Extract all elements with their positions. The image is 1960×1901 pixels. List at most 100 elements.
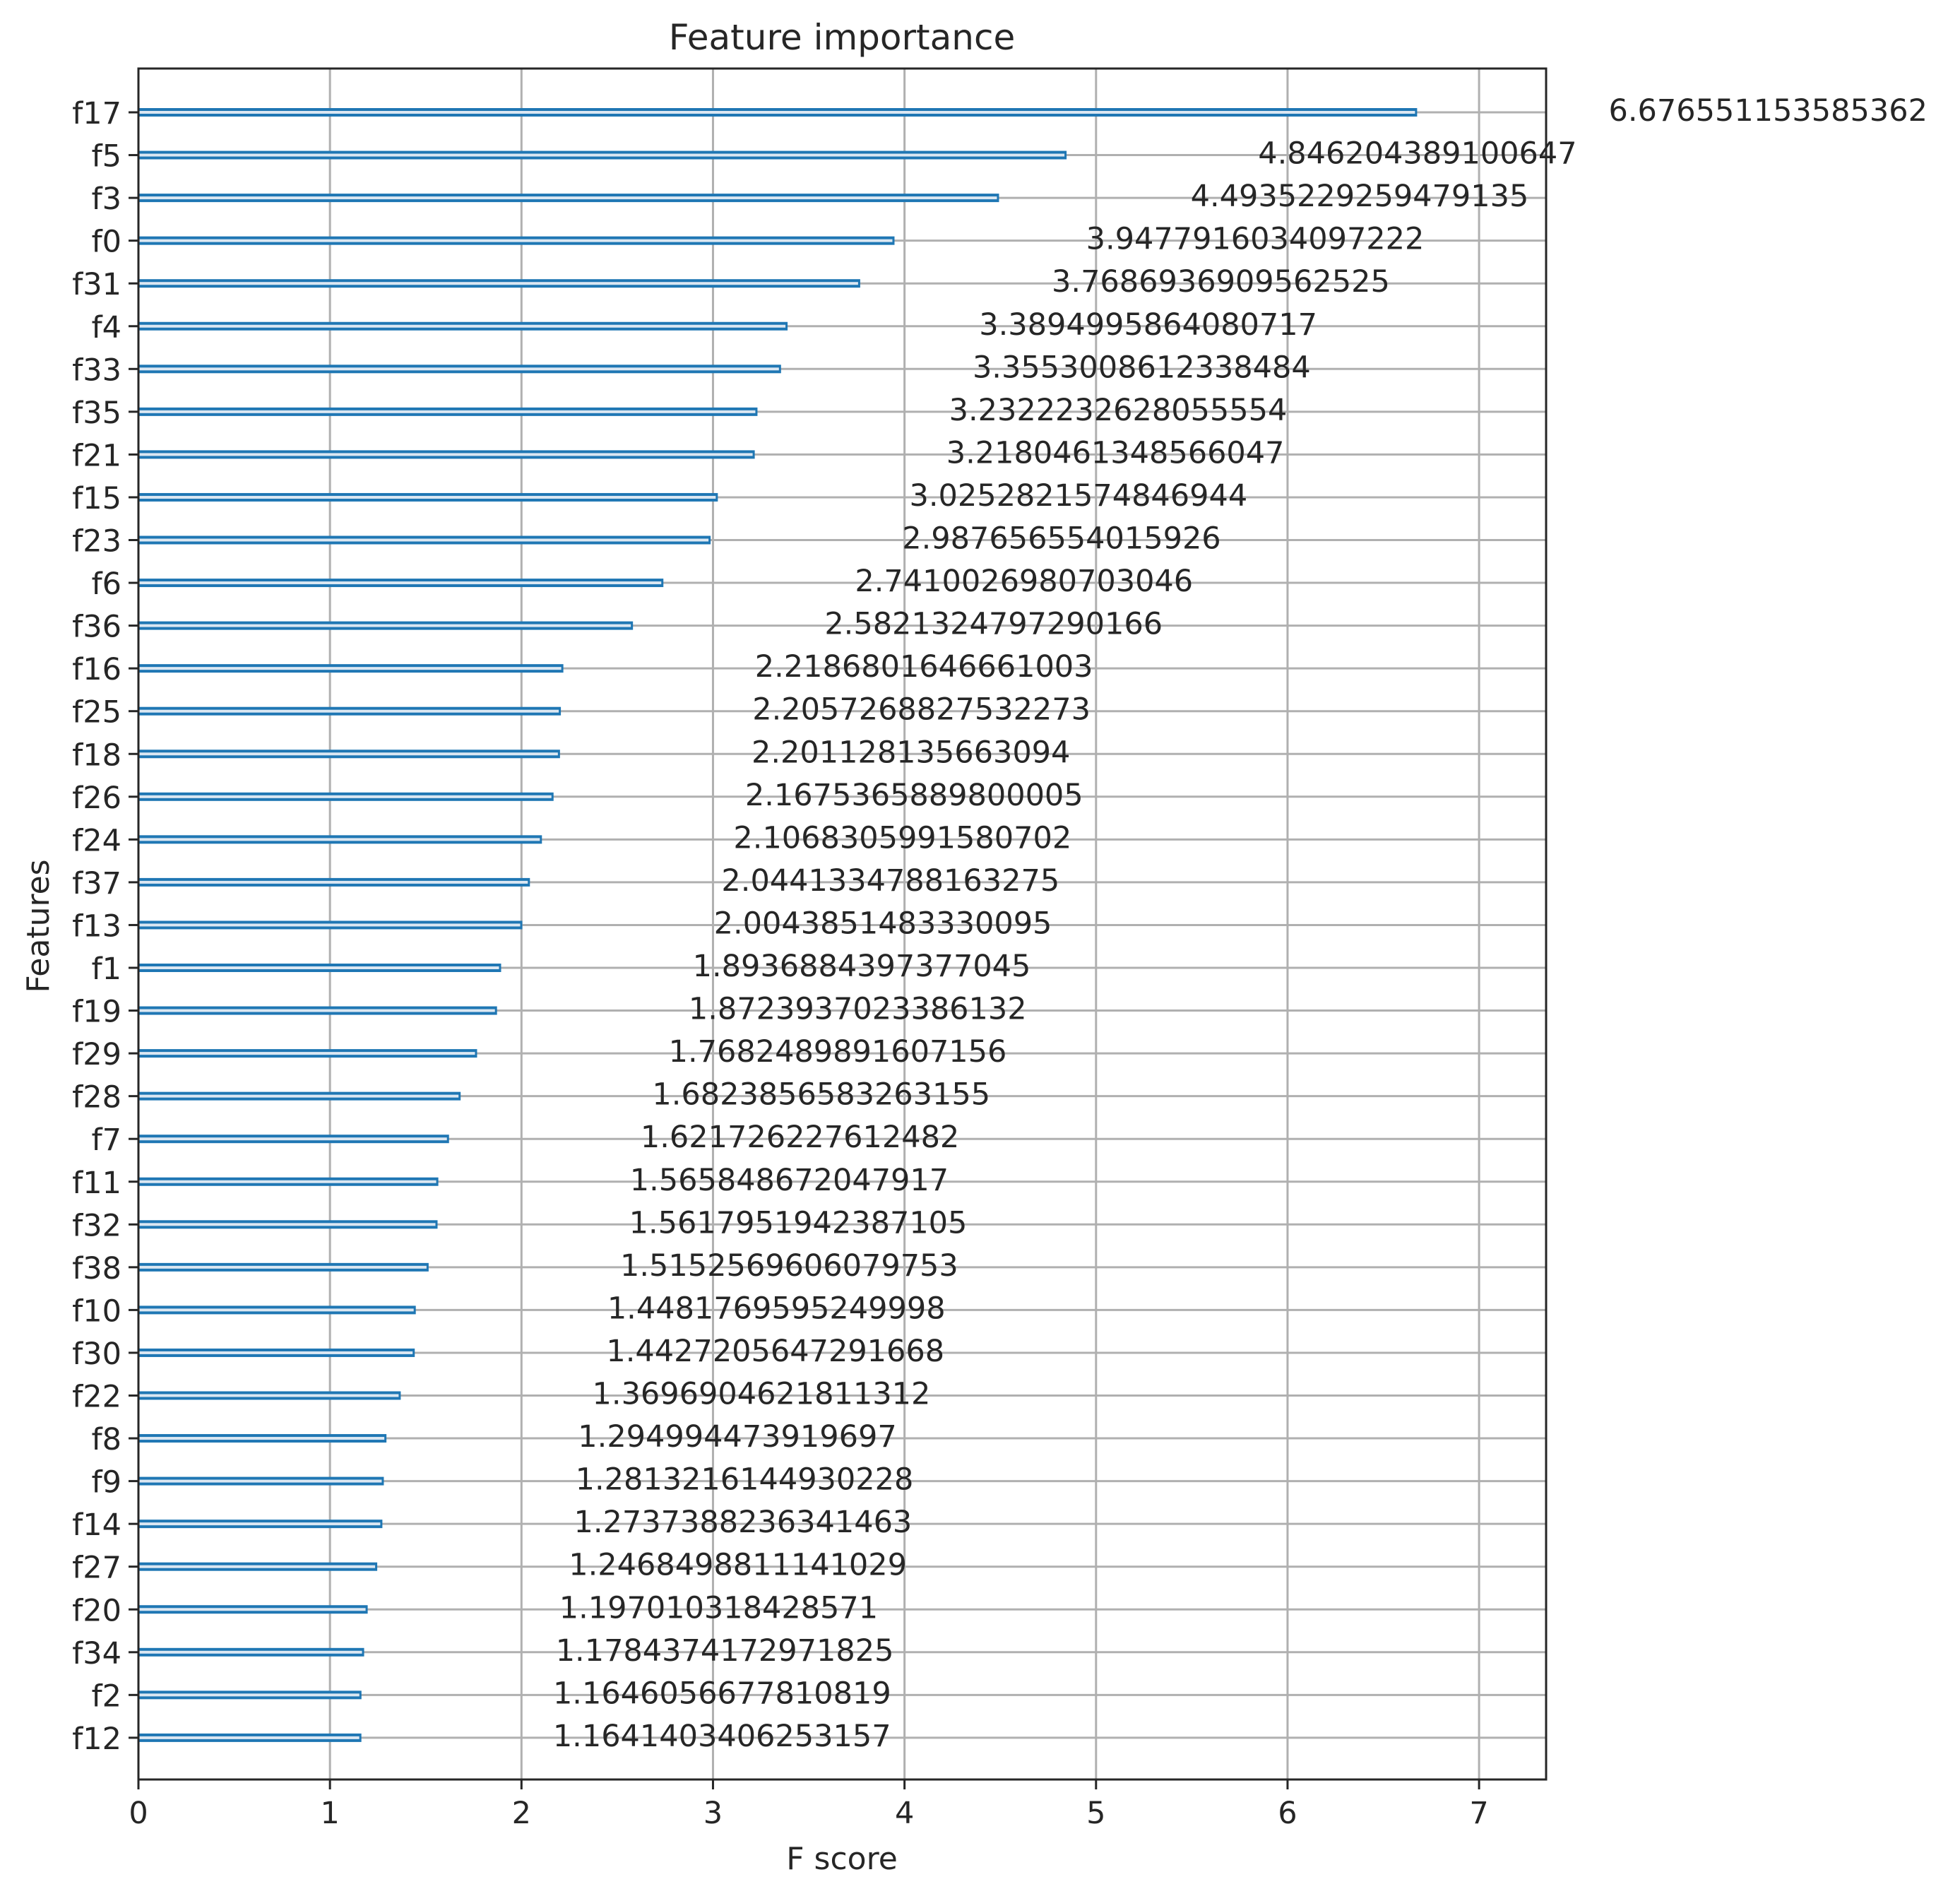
bar-highlight: [138, 1223, 436, 1226]
bar-f7: [138, 1135, 449, 1144]
y-tick-label-f6: f6: [92, 567, 122, 602]
value-label-f3: 4.4935229259479135: [1191, 179, 1529, 214]
value-label-f4: 3.3894995864080717: [979, 307, 1317, 343]
value-label-f24: 2.1068305991580702: [733, 820, 1071, 855]
bar-f32: [138, 1220, 438, 1229]
x-axis-label: F score: [786, 1841, 898, 1877]
bar-highlight: [138, 1137, 447, 1141]
bar-highlight: [138, 1736, 360, 1739]
bar-f37: [138, 877, 530, 887]
bar-f3: [138, 194, 999, 203]
bar-f30: [138, 1348, 415, 1357]
bars: [138, 108, 1418, 1742]
value-label-f1: 1.8936884397377045: [693, 949, 1031, 984]
bar-highlight: [138, 624, 631, 627]
y-tick-label-f35: f35: [72, 396, 121, 431]
value-label-f28: 1.6823856583263155: [652, 1077, 990, 1113]
bar-f12: [138, 1733, 362, 1742]
bar-f31: [138, 279, 860, 288]
bar-f22: [138, 1391, 401, 1400]
bar-highlight: [138, 538, 709, 542]
value-label-f36: 2.5821324797290166: [824, 607, 1163, 642]
bar-highlight: [138, 324, 786, 328]
bar-f6: [138, 579, 664, 588]
bar-highlight: [138, 1351, 413, 1354]
bar-f20: [138, 1605, 368, 1614]
bar-highlight: [138, 966, 499, 969]
x-tick-label: 0: [129, 1796, 148, 1831]
bar-highlight: [138, 1009, 495, 1012]
value-label-f19: 1.8723937023386132: [689, 992, 1027, 1027]
y-tick-label-f25: f25: [72, 695, 121, 730]
x-tick-label: 5: [1086, 1796, 1105, 1831]
bar-highlight: [138, 1180, 436, 1183]
bar-highlight: [138, 282, 858, 285]
bar-highlight: [138, 367, 779, 371]
bar-f13: [138, 920, 523, 930]
y-tick-label-f28: f28: [72, 1080, 121, 1115]
bar-highlight: [138, 1608, 366, 1611]
value-label-f30: 1.4427205647291668: [606, 1334, 944, 1369]
y-tick-label-f4: f4: [92, 310, 122, 345]
value-label-f7: 1.621726227612482: [641, 1120, 959, 1155]
bar-highlight: [138, 838, 540, 841]
value-label-f23: 2.987656554015926: [902, 521, 1220, 557]
y-axis-label: Features: [20, 859, 57, 993]
bar-highlight: [138, 1565, 376, 1568]
bar-highlight: [138, 752, 558, 756]
x-tick-label: 6: [1278, 1796, 1297, 1831]
y-tick-label-f23: f23: [72, 524, 121, 559]
value-label-f21: 3.2180461348566047: [946, 435, 1285, 470]
bar-f14: [138, 1520, 383, 1529]
bar-highlight: [138, 1394, 399, 1397]
bar-f38: [138, 1262, 429, 1272]
value-label-f0: 3.9477916034097222: [1086, 222, 1425, 257]
value-label-f38: 1.5152569606079753: [620, 1248, 958, 1284]
value-label-f26: 2.1675365889800005: [745, 778, 1083, 813]
bar-highlight: [138, 1522, 381, 1526]
x-tick-label: 2: [512, 1796, 531, 1831]
bar-f33: [138, 365, 781, 374]
bar-highlight: [138, 453, 753, 456]
value-label-f6: 2.7410026980703046: [855, 564, 1193, 599]
y-tick-label-f7: f7: [92, 1123, 122, 1158]
y-tick-label-f3: f3: [92, 182, 122, 217]
bar-f18: [138, 750, 560, 759]
value-label-f29: 1.7682489891607156: [669, 1034, 1007, 1070]
bar-f23: [138, 535, 711, 545]
y-tick-label-f29: f29: [72, 1037, 121, 1072]
y-tick-label-f2: f2: [92, 1678, 122, 1714]
value-label-f18: 2.201128135663094: [752, 735, 1070, 770]
bar-f21: [138, 450, 755, 459]
bar-highlight: [138, 1479, 382, 1483]
value-label-f2: 1.1646056677810819: [553, 1676, 891, 1711]
y-tick-label-f34: f34: [72, 1636, 121, 1671]
bar-f8: [138, 1434, 387, 1443]
x-tick-label: 1: [320, 1796, 339, 1831]
value-label-f8: 1.294994473919697: [578, 1419, 896, 1455]
value-labels: 6.676551153585362 4.846204389100647 4.4935…: [553, 93, 1928, 1754]
value-label-f15: 3.0252821574846944: [909, 478, 1247, 514]
y-tick-label-f30: f30: [72, 1337, 121, 1372]
value-label-f9: 1.2813216144930228: [576, 1462, 914, 1498]
y-tick-label-f38: f38: [72, 1251, 121, 1286]
y-tick-label-f18: f18: [72, 738, 121, 773]
bar-f15: [138, 492, 718, 502]
bar-f34: [138, 1647, 364, 1657]
bar-f1: [138, 964, 501, 972]
y-tick-label-f31: f31: [72, 267, 121, 302]
bar-highlight: [138, 880, 528, 884]
value-label-f14: 1.2737388236341463: [574, 1505, 913, 1540]
bar-highlight: [138, 239, 893, 242]
y-tick-label-f19: f19: [72, 995, 121, 1030]
bar-highlight: [138, 581, 662, 585]
y-tick-label-f32: f32: [72, 1208, 121, 1243]
bar-highlight: [138, 923, 521, 927]
y-tick-label-f16: f16: [72, 652, 121, 687]
value-label-f22: 1.3696904621811312: [593, 1377, 931, 1412]
bar-highlight: [138, 1308, 414, 1312]
y-tick-label-f0: f0: [92, 225, 122, 260]
y-tick-label-f9: f9: [92, 1465, 122, 1500]
bar-highlight: [138, 495, 716, 499]
x-tick-label: 4: [895, 1796, 914, 1831]
